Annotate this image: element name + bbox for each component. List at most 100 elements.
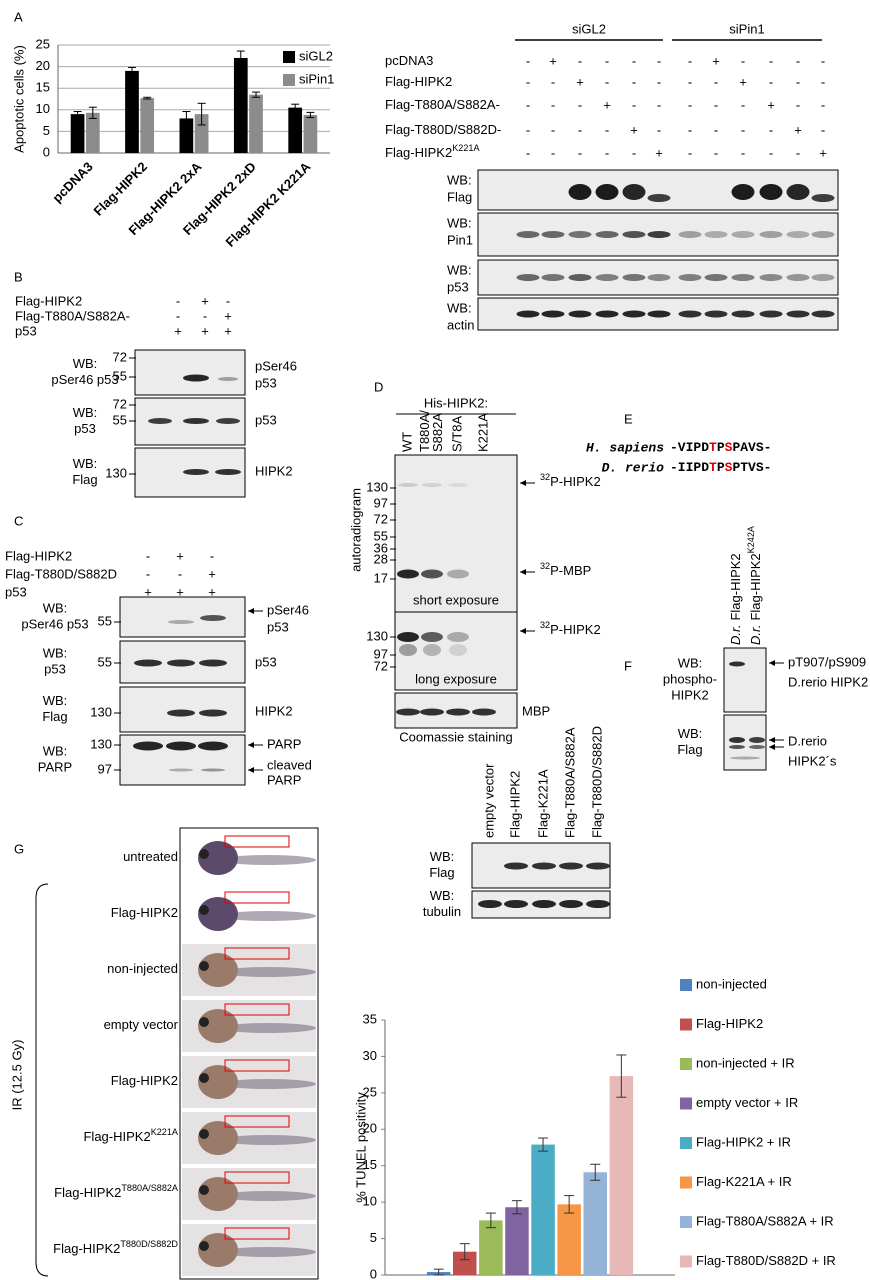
blot-label: WB: bbox=[73, 356, 98, 371]
panel-label: B bbox=[14, 269, 23, 284]
blot-band bbox=[541, 310, 565, 318]
roi-box bbox=[224, 835, 290, 848]
lane-mark: - bbox=[551, 97, 555, 112]
superscript: K221A bbox=[151, 1127, 179, 1137]
lane-mark: - bbox=[821, 97, 825, 112]
lane-mark: - bbox=[178, 566, 182, 581]
blot-band bbox=[568, 274, 592, 281]
row-label: Flag-T880A/S882A- bbox=[15, 308, 130, 323]
bar bbox=[85, 112, 100, 153]
lane-mark: + bbox=[208, 584, 216, 599]
blot-label: WB: bbox=[43, 743, 68, 758]
lane-mark: + bbox=[576, 74, 584, 89]
arrow-head bbox=[769, 744, 775, 750]
legend-swatch bbox=[680, 1216, 692, 1228]
blot-band bbox=[595, 184, 619, 200]
embryo-yolk bbox=[198, 897, 238, 931]
blot-band bbox=[749, 745, 765, 749]
embryo-eye bbox=[199, 1017, 209, 1027]
arrow-head bbox=[248, 608, 254, 614]
lane-mark: + bbox=[655, 145, 663, 160]
blot-band bbox=[532, 862, 556, 870]
row-label: p53 bbox=[15, 323, 37, 338]
y-tick-label: 20 bbox=[363, 1121, 377, 1136]
blot-label: Flag bbox=[447, 189, 472, 204]
blot-band bbox=[504, 900, 528, 908]
lane-mark: - bbox=[657, 74, 661, 89]
lane-mark: - bbox=[578, 53, 582, 68]
y-axis-label: Apoptotic cells (%) bbox=[11, 45, 26, 153]
label-part: Flag-HIPK2 bbox=[385, 145, 452, 160]
lane-label: S882A bbox=[430, 413, 445, 452]
blot-label: Flag bbox=[677, 742, 702, 757]
blot-band bbox=[218, 377, 238, 381]
roi-box bbox=[224, 947, 290, 960]
blot-band bbox=[678, 274, 702, 281]
lane-mark: + bbox=[224, 308, 232, 323]
blot-band bbox=[586, 862, 610, 870]
lane-mark: - bbox=[821, 53, 825, 68]
blot-band bbox=[647, 194, 671, 202]
lane-mark: - bbox=[176, 308, 180, 323]
bar bbox=[583, 1172, 607, 1275]
arrow-head bbox=[520, 628, 526, 634]
row-label: Flag-T880D/S882D- bbox=[385, 122, 501, 137]
blot-band bbox=[568, 231, 592, 238]
lane-mark: - bbox=[688, 74, 692, 89]
legend-label: Flag-T880D/S882D + IR bbox=[696, 1253, 836, 1268]
lane-mark: - bbox=[551, 74, 555, 89]
mw-marker: 55 bbox=[98, 654, 112, 669]
y-tick-label: 10 bbox=[363, 1194, 377, 1209]
error-bar bbox=[236, 50, 245, 66]
embryo-label: non-injected bbox=[107, 961, 178, 976]
blot-band bbox=[449, 644, 467, 656]
blot-label: pSer46 p53 bbox=[21, 616, 88, 631]
blot-band bbox=[786, 274, 810, 281]
blot-label: actin bbox=[447, 317, 474, 332]
lane-mark: - bbox=[769, 53, 773, 68]
mw-marker: 72 bbox=[374, 658, 388, 673]
blot-label: p53 bbox=[447, 279, 469, 294]
label-part: empty vector bbox=[104, 1017, 179, 1032]
blot-band bbox=[133, 741, 163, 751]
roi-box bbox=[224, 891, 290, 904]
blot-band bbox=[448, 483, 468, 487]
embryo-label: Flag-HIPK2T880D/S882D bbox=[53, 1239, 178, 1256]
blot-band bbox=[167, 709, 195, 717]
lane-label: K221A bbox=[475, 413, 490, 452]
lane-mark: + bbox=[174, 323, 182, 338]
label-part: non-injected bbox=[107, 961, 178, 976]
blot-band bbox=[420, 708, 444, 716]
lane-mark: + bbox=[176, 548, 184, 563]
panel-label: G bbox=[14, 841, 24, 856]
lane-mark: - bbox=[657, 122, 661, 137]
embryo-label: untreated bbox=[123, 849, 178, 864]
y-tick-label: 10 bbox=[36, 101, 50, 116]
lane-mark: + bbox=[208, 566, 216, 581]
legend-label: siPin1 bbox=[299, 71, 334, 86]
blot-band bbox=[169, 768, 193, 772]
lane-mark: - bbox=[688, 122, 692, 137]
label-part: P-HIPK2 bbox=[550, 474, 601, 489]
lane-mark: - bbox=[769, 145, 773, 160]
group-label: siGL2 bbox=[572, 21, 606, 36]
residue: S bbox=[725, 460, 733, 475]
blot-band bbox=[199, 659, 227, 667]
blot-band bbox=[811, 274, 835, 281]
mw-marker: 55 bbox=[113, 412, 127, 427]
label-part: D.r. bbox=[748, 625, 763, 645]
ir-bracket bbox=[35, 883, 49, 1277]
label-part: pcDNA3 bbox=[385, 53, 433, 68]
blot-label: WB: bbox=[678, 655, 703, 670]
bar bbox=[70, 114, 85, 153]
lane-mark: - bbox=[657, 53, 661, 68]
embryo-eye bbox=[199, 1185, 209, 1195]
species-name: H. sapiens bbox=[586, 440, 664, 455]
mw-marker: 130 bbox=[366, 479, 388, 494]
lane-mark: - bbox=[688, 145, 692, 160]
lane-mark: + bbox=[549, 53, 557, 68]
lane-label: T880A/ bbox=[417, 410, 432, 452]
blot-band bbox=[421, 569, 443, 579]
legend-label: non-injected bbox=[696, 976, 767, 991]
sequence: -VIPDTPSPAVS- bbox=[670, 440, 771, 455]
